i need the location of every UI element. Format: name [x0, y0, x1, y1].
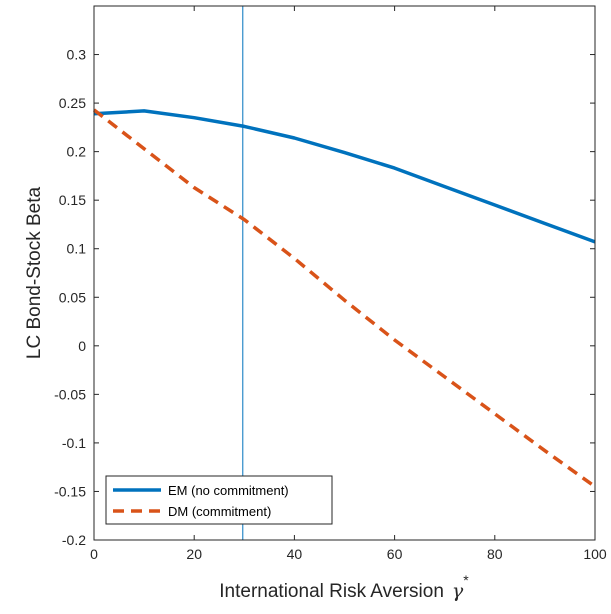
- legend-box: [105, 475, 333, 525]
- x-tick-label: 40: [287, 546, 303, 562]
- chart-marks: [92, 6, 597, 540]
- y-tick-label: -0.2: [62, 532, 86, 548]
- x-tick-label: 80: [487, 546, 503, 562]
- x-tick-label: 60: [387, 546, 403, 562]
- y-tick-label: -0.1: [62, 435, 86, 451]
- y-tick-label: 0.2: [67, 144, 87, 160]
- legend-label: DM (commitment): [168, 504, 271, 519]
- series-line-em: [93, 109, 596, 244]
- plot-area: [94, 6, 595, 540]
- y-tick-label: -0.15: [54, 483, 86, 499]
- y-tick-label: -0.05: [54, 386, 86, 402]
- x-axis-label-superscript: *: [463, 572, 469, 588]
- y-tick-label: 0.3: [67, 47, 87, 63]
- x-axis-label-symbol: γ: [452, 580, 464, 602]
- x-tick-label: 100: [583, 546, 607, 562]
- y-tick-label: 0.1: [67, 241, 87, 257]
- axis-ticks: 0 20 40 60 80 100 -0.2 -0.15 -0.1 -0.05 0 0.05 0.1 0.…: [54, 6, 607, 562]
- y-tick-label: 0.25: [59, 95, 86, 111]
- plot-frame: [93, 5, 596, 541]
- y-tick-label: 0: [78, 338, 86, 354]
- legend-label: EM (no commitment): [168, 483, 289, 498]
- legend: EM (no commitment) DM (commitment): [105, 475, 333, 525]
- y-axis-label: LC Bond-Stock Beta: [24, 186, 45, 359]
- x-tick-label: 20: [186, 546, 202, 562]
- y-tick-label: 0.15: [59, 192, 86, 208]
- x-axis-label-text: International Risk Aversion: [219, 581, 444, 602]
- x-tick-label: 0: [90, 546, 98, 562]
- series-line-dm: [92, 108, 597, 489]
- x-axis-label: International Risk Aversion γ*: [219, 572, 469, 602]
- y-tick-label: 0.05: [59, 289, 86, 305]
